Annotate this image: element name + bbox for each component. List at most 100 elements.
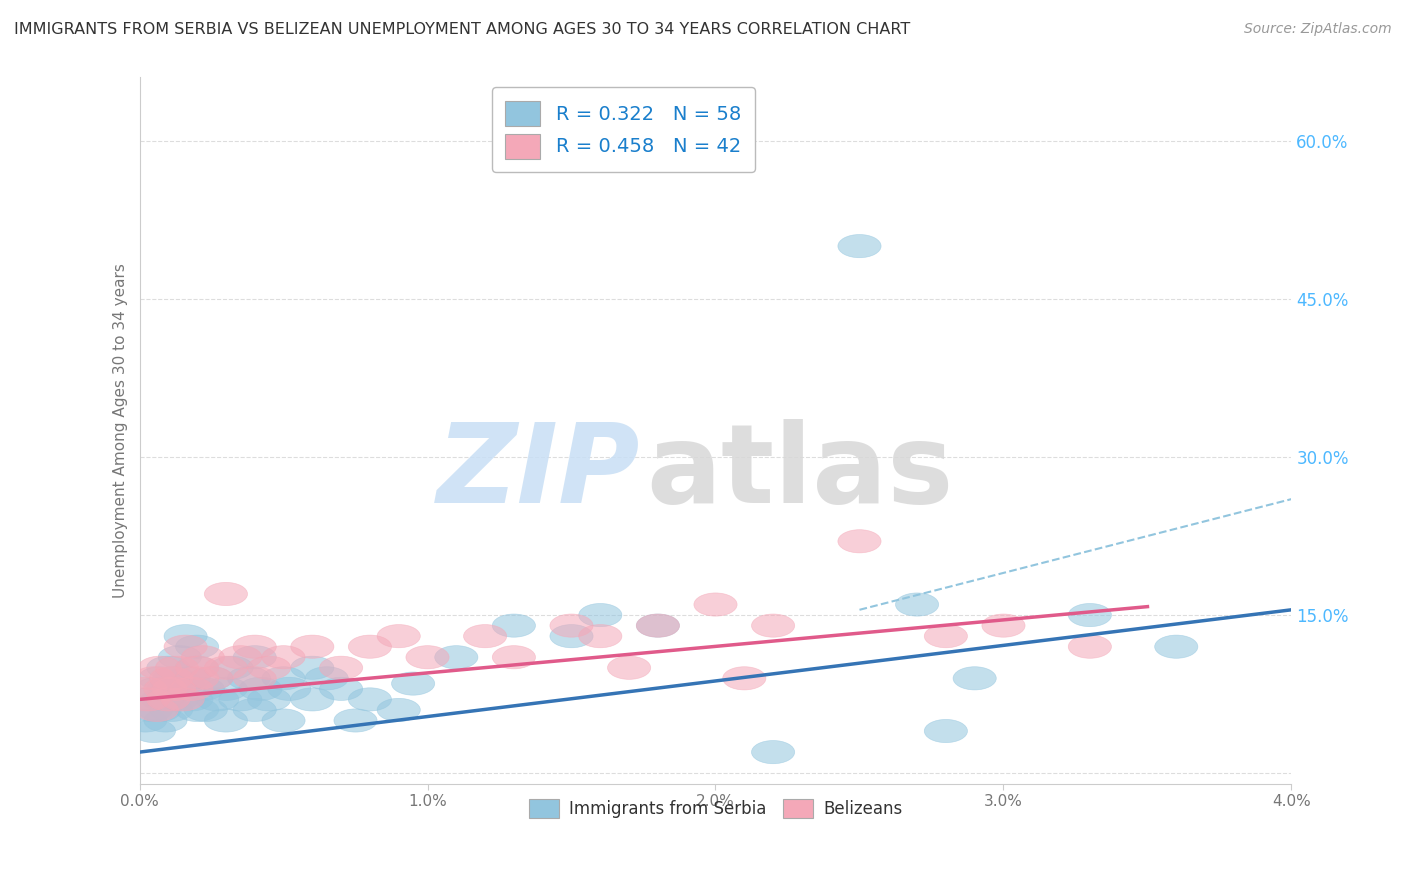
Ellipse shape (291, 635, 333, 658)
Text: ZIP: ZIP (437, 419, 641, 526)
Ellipse shape (896, 593, 939, 616)
Ellipse shape (141, 688, 184, 711)
Ellipse shape (233, 666, 277, 690)
Ellipse shape (751, 740, 794, 764)
Ellipse shape (127, 688, 170, 711)
Y-axis label: Unemployment Among Ages 30 to 34 years: Unemployment Among Ages 30 to 34 years (114, 263, 128, 598)
Ellipse shape (190, 666, 233, 690)
Ellipse shape (170, 677, 212, 700)
Ellipse shape (181, 646, 225, 669)
Ellipse shape (637, 614, 679, 637)
Ellipse shape (550, 614, 593, 637)
Ellipse shape (637, 614, 679, 637)
Ellipse shape (723, 666, 766, 690)
Ellipse shape (579, 624, 621, 648)
Ellipse shape (349, 635, 391, 658)
Ellipse shape (209, 657, 253, 680)
Ellipse shape (262, 646, 305, 669)
Ellipse shape (319, 657, 363, 680)
Ellipse shape (391, 672, 434, 695)
Ellipse shape (149, 698, 193, 722)
Ellipse shape (138, 657, 181, 680)
Ellipse shape (607, 657, 651, 680)
Ellipse shape (181, 677, 225, 700)
Ellipse shape (406, 646, 449, 669)
Ellipse shape (159, 646, 201, 669)
Ellipse shape (464, 624, 506, 648)
Ellipse shape (146, 677, 190, 700)
Ellipse shape (204, 709, 247, 732)
Ellipse shape (1154, 635, 1198, 658)
Ellipse shape (156, 657, 198, 680)
Ellipse shape (143, 677, 187, 700)
Ellipse shape (233, 698, 277, 722)
Ellipse shape (233, 635, 277, 658)
Ellipse shape (176, 666, 219, 690)
Ellipse shape (349, 688, 391, 711)
Ellipse shape (195, 688, 239, 711)
Ellipse shape (219, 646, 262, 669)
Ellipse shape (492, 614, 536, 637)
Ellipse shape (162, 672, 204, 695)
Ellipse shape (550, 624, 593, 648)
Ellipse shape (204, 677, 247, 700)
Ellipse shape (319, 677, 363, 700)
Ellipse shape (176, 698, 219, 722)
Ellipse shape (170, 688, 212, 711)
Ellipse shape (291, 688, 333, 711)
Ellipse shape (129, 698, 173, 722)
Ellipse shape (247, 657, 291, 680)
Ellipse shape (377, 698, 420, 722)
Text: IMMIGRANTS FROM SERBIA VS BELIZEAN UNEMPLOYMENT AMONG AGES 30 TO 34 YEARS CORREL: IMMIGRANTS FROM SERBIA VS BELIZEAN UNEMP… (14, 22, 910, 37)
Ellipse shape (219, 688, 262, 711)
Ellipse shape (228, 666, 270, 690)
Ellipse shape (247, 688, 291, 711)
Ellipse shape (204, 657, 247, 680)
Ellipse shape (165, 635, 207, 658)
Ellipse shape (165, 624, 207, 648)
Ellipse shape (124, 709, 167, 732)
Ellipse shape (579, 604, 621, 627)
Ellipse shape (751, 614, 794, 637)
Ellipse shape (305, 666, 349, 690)
Ellipse shape (167, 666, 209, 690)
Text: Source: ZipAtlas.com: Source: ZipAtlas.com (1244, 22, 1392, 37)
Ellipse shape (924, 624, 967, 648)
Ellipse shape (492, 646, 536, 669)
Ellipse shape (377, 624, 420, 648)
Ellipse shape (204, 582, 247, 606)
Ellipse shape (838, 235, 882, 258)
Ellipse shape (138, 666, 181, 690)
Ellipse shape (1069, 635, 1112, 658)
Ellipse shape (135, 677, 179, 700)
Ellipse shape (1069, 604, 1112, 627)
Ellipse shape (262, 709, 305, 732)
Ellipse shape (135, 698, 179, 722)
Ellipse shape (184, 698, 228, 722)
Ellipse shape (143, 709, 187, 732)
Ellipse shape (239, 677, 283, 700)
Ellipse shape (152, 677, 195, 700)
Ellipse shape (149, 666, 193, 690)
Text: atlas: atlas (647, 419, 953, 526)
Ellipse shape (138, 698, 181, 722)
Ellipse shape (176, 635, 219, 658)
Ellipse shape (838, 530, 882, 553)
Ellipse shape (127, 688, 170, 711)
Ellipse shape (924, 720, 967, 743)
Ellipse shape (233, 646, 277, 669)
Ellipse shape (132, 720, 176, 743)
Ellipse shape (333, 709, 377, 732)
Ellipse shape (291, 657, 333, 680)
Legend: Immigrants from Serbia, Belizeans: Immigrants from Serbia, Belizeans (522, 792, 908, 825)
Ellipse shape (156, 688, 198, 711)
Ellipse shape (190, 666, 233, 690)
Ellipse shape (132, 666, 176, 690)
Ellipse shape (981, 614, 1025, 637)
Ellipse shape (695, 593, 737, 616)
Ellipse shape (146, 657, 190, 680)
Ellipse shape (146, 688, 190, 711)
Ellipse shape (152, 666, 195, 690)
Ellipse shape (124, 677, 167, 700)
Ellipse shape (176, 657, 219, 680)
